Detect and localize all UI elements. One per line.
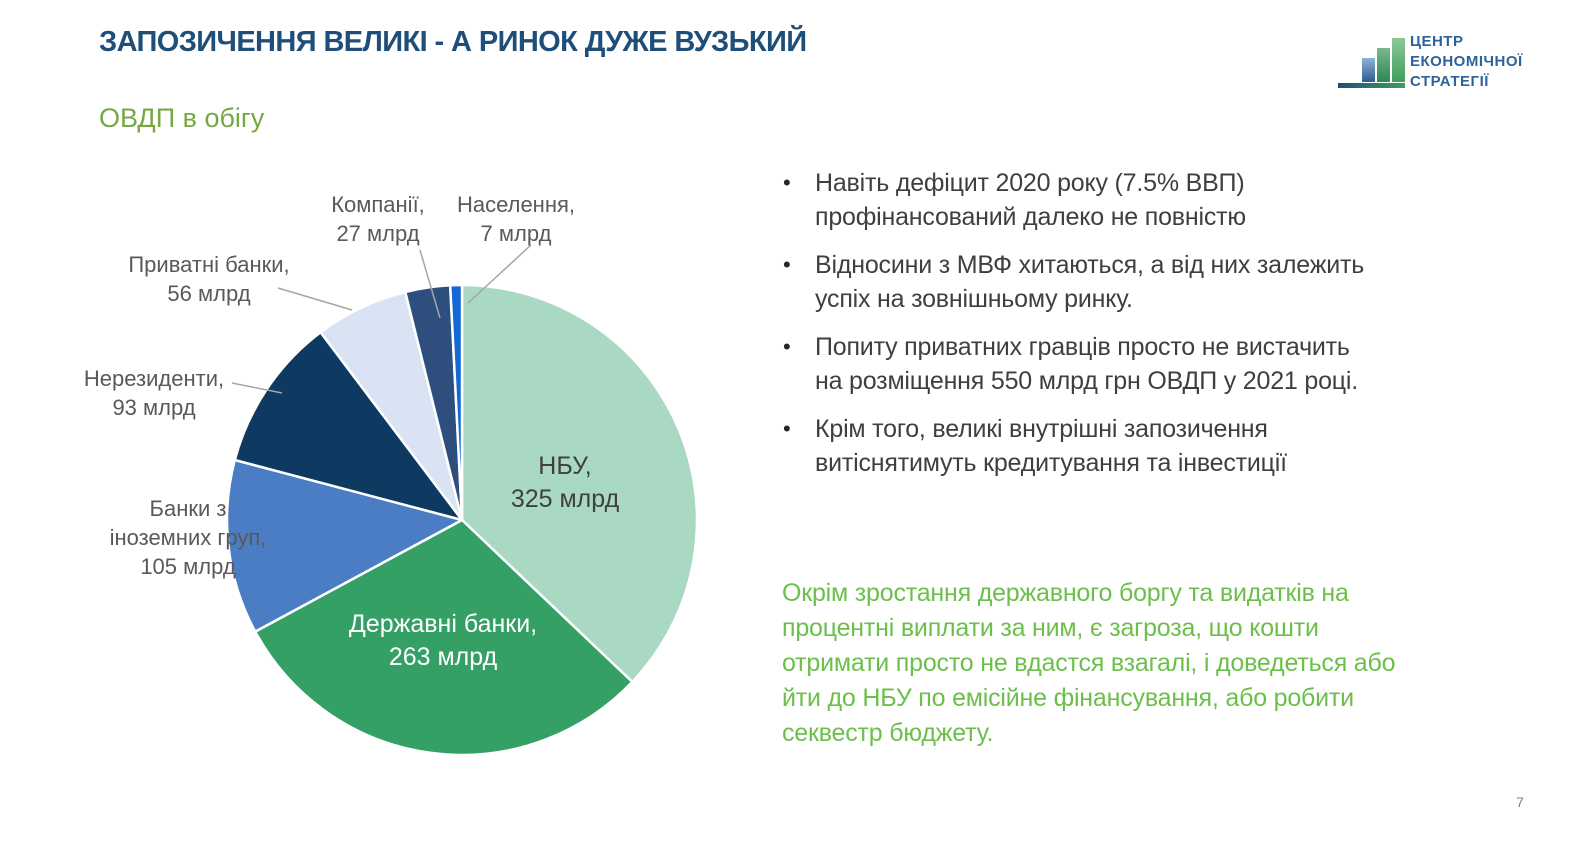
list-item: • Відносини з МВФ хитаються, а від них з… xyxy=(783,248,1383,316)
logo-org-name: ЦЕНТР ЕКОНОМІЧНОЇ СТРАТЕГІЇ xyxy=(1410,33,1523,90)
pie-label-kompanii: Компанії, 27 млрд xyxy=(331,192,425,246)
slide-title: ЗАПОЗИЧЕННЯ ВЕЛИКІ - А РИНОК ДУЖЕ ВУЗЬКИ… xyxy=(99,26,807,58)
list-item: • Крім того, великі внутрішні запозиченн… xyxy=(783,412,1383,480)
logo-bar-blue xyxy=(1362,58,1375,82)
pie-label-nerezydenty: Нерезиденти, 93 млрд xyxy=(83,366,225,420)
pie-label-pryvatni-banky: Приватні банки, 56 млрд xyxy=(128,252,290,306)
pie-label-derzhavni-banky: Державні банки, 263 млрд xyxy=(348,610,538,671)
bullet-text: Крім того, великі внутрішні запозичення … xyxy=(815,415,1287,477)
pie-slice-2 xyxy=(225,458,464,633)
logo-bar-green-tall xyxy=(1392,38,1405,82)
list-item: • Попиту приватних гравців просто не вис… xyxy=(783,330,1383,398)
pie-label-naselennia: Населення, 7 млрд xyxy=(456,192,576,246)
logo-bar-green-mid xyxy=(1377,48,1390,82)
leader-line-1 xyxy=(467,244,532,304)
bullet-list: • Навіть дефіцит 2020 року (7.5% ВВП) пр… xyxy=(783,166,1383,494)
leader-line-2 xyxy=(277,287,353,311)
pie-slice-1 xyxy=(253,518,634,757)
page-number: 7 xyxy=(1516,794,1524,810)
pie-label-nbu: НБУ, 325 млрд xyxy=(510,452,620,513)
pie-slice-6 xyxy=(448,283,464,522)
bullet-icon: • xyxy=(783,416,791,441)
list-item: • Навіть дефіцит 2020 року (7.5% ВВП) пр… xyxy=(783,166,1383,234)
leader-line-3 xyxy=(231,382,283,394)
bullet-text: Попиту приватних гравців просто не виста… xyxy=(815,333,1358,395)
logo-baseline xyxy=(1338,83,1405,88)
pie-chart-svg xyxy=(225,244,699,757)
bullet-icon: • xyxy=(783,252,791,277)
pie-slice-3 xyxy=(233,331,464,522)
chart-title: ОВДП в обігу xyxy=(99,103,265,133)
highlight-paragraph: Окрім зростання державного боргу та вида… xyxy=(782,579,1396,747)
bullet-text: Навіть дефіцит 2020 року (7.5% ВВП) проф… xyxy=(815,169,1246,231)
bullet-icon: • xyxy=(783,170,791,195)
bullet-icon: • xyxy=(783,334,791,359)
ces-logo: ЦЕНТР ЕКОНОМІЧНОЇ СТРАТЕГІЇ xyxy=(1337,24,1567,104)
bullet-text: Відносини з МВФ хитаються, а від них зал… xyxy=(815,251,1365,313)
pie-label-banky-inozemni: Банки з іноземних груп, 105 млрд xyxy=(109,496,267,579)
pie-slice-0 xyxy=(460,283,699,684)
pie-chart: Компанії, 27 млрд Населення, 7 млрд Прив… xyxy=(0,150,780,830)
leader-line-0 xyxy=(419,249,441,319)
